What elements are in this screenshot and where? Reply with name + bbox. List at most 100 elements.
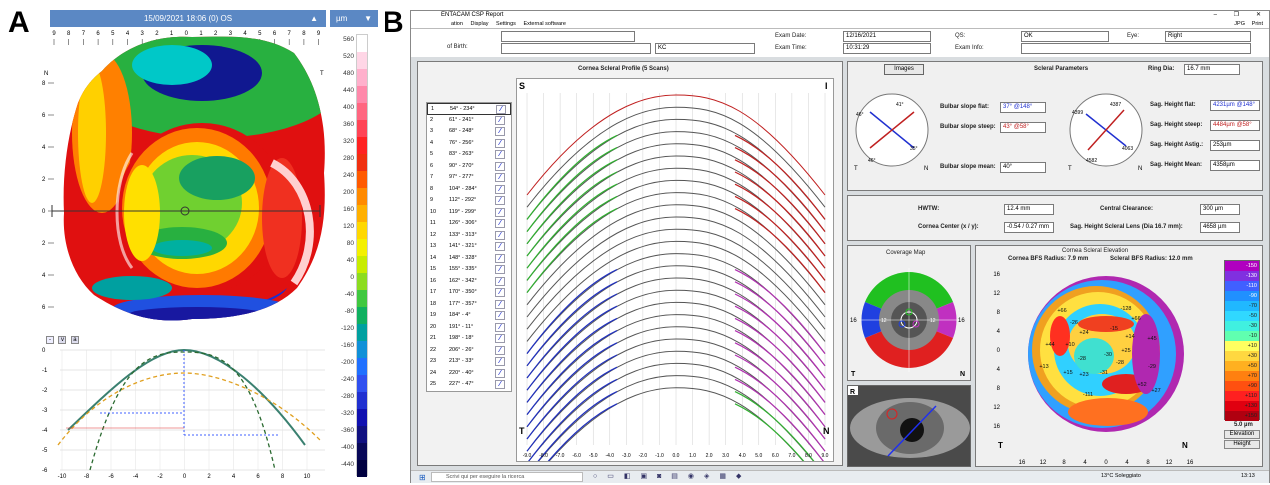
scan-row[interactable]: 5 83° - 263° ⁄ xyxy=(427,149,511,161)
scan-row[interactable]: 2 61° - 241° ⁄ xyxy=(427,115,511,127)
scan-row[interactable]: 19 184° - 4° ⁄ xyxy=(427,310,511,322)
coverage-t-label: T xyxy=(851,371,856,378)
scan-number: 18 xyxy=(430,300,437,307)
scale-label: -40 xyxy=(344,291,354,298)
scan-row[interactable]: 1 54° - 234° ⁄ xyxy=(427,103,511,115)
scan-curve-left-segment xyxy=(526,171,618,257)
unit-selector[interactable]: µm ▼ xyxy=(330,10,378,27)
exam-date-field[interactable]: 12/16/2021 xyxy=(843,31,931,42)
scale-label: -400 xyxy=(340,444,354,451)
scan-curve xyxy=(526,240,826,342)
scan-row[interactable]: 13 141° - 321° ⁄ xyxy=(427,241,511,253)
scan-curve-left-segment xyxy=(526,342,618,428)
central-clearance-field[interactable]: 300 µm xyxy=(1200,204,1240,215)
elevation-scale-swatch: -10 xyxy=(1225,331,1259,341)
section-profile-plot: 0 -1 -2 -3 -4 -5 -6 -10 -8 -6 -4 -2 0 2 4 6 8 10 xyxy=(42,348,325,480)
clock-text: 13:13 xyxy=(1241,473,1255,479)
weather-text: 13°C Soleggiato xyxy=(1101,473,1141,479)
scan-row[interactable]: 22 206° - 26° ⁄ xyxy=(427,345,511,357)
scan-row[interactable]: 4 76° - 256° ⁄ xyxy=(427,138,511,150)
scan-row[interactable]: 15 155° - 335° ⁄ xyxy=(427,264,511,276)
map-corner-t: T xyxy=(320,71,324,77)
bulbar-mean-field[interactable]: 40° xyxy=(1000,162,1046,173)
minimize-button[interactable]: – xyxy=(1213,12,1217,18)
exam-time-field[interactable]: 10:31:29 xyxy=(843,43,931,54)
scan-row[interactable]: 20 191° - 11° ⁄ xyxy=(427,322,511,334)
bulbar-flat-field[interactable]: 37° @148° xyxy=(1000,102,1046,113)
scan-number: 9 xyxy=(430,197,434,203)
print-button[interactable]: Print xyxy=(1251,21,1263,27)
sag-mean-field[interactable]: 4358µm xyxy=(1210,160,1260,171)
height-mode-button[interactable]: Height xyxy=(1224,440,1260,449)
exam-date-label: Exam Date: xyxy=(775,33,807,39)
windows-start-icon[interactable]: ⊞ xyxy=(419,473,426,482)
scan-row[interactable]: 25 227° - 47° ⁄ xyxy=(427,379,511,391)
scan-curve-left-segment xyxy=(526,208,618,293)
scan-row[interactable]: 10 119° - 299° ⁄ xyxy=(427,207,511,219)
scan-row[interactable]: 21 198° - 18° ⁄ xyxy=(427,333,511,345)
scleral-params-title: Scleral Parameters xyxy=(1034,66,1089,72)
corneal-topography-panel: 15/09/2021 18:06 (0) OS ▲ µm ▼ 9 8 7 6 5 4 3 2 1… xyxy=(40,10,385,485)
scan-curve-left-segment xyxy=(526,330,618,415)
scan-row[interactable]: 23 213° - 33° ⁄ xyxy=(427,356,511,368)
scan-row[interactable]: 11 126° - 306° ⁄ xyxy=(427,218,511,230)
hwtw-field[interactable]: 12.4 mm xyxy=(1004,204,1054,215)
a-button[interactable]: a xyxy=(70,336,79,344)
birth-field[interactable] xyxy=(501,43,651,54)
scan-curve-left-segment xyxy=(537,391,618,461)
elevation-value: +52 xyxy=(1137,382,1146,388)
sag-steep-field[interactable]: 4484µm @58° xyxy=(1210,120,1260,131)
menu-item-external-software[interactable]: External software xyxy=(523,21,566,27)
exam-info-field[interactable] xyxy=(1021,43,1251,54)
eye-field[interactable]: Right xyxy=(1165,31,1251,42)
scan-row[interactable]: 3 68° - 248° ⁄ xyxy=(427,126,511,138)
scan-row[interactable]: 16 162° - 342° ⁄ xyxy=(427,276,511,288)
close-button[interactable]: ✕ xyxy=(1255,12,1261,18)
scan-row[interactable]: 8 104° - 284° ⁄ xyxy=(427,184,511,196)
collapse-triangle-icon[interactable]: ▲ xyxy=(310,14,318,23)
scan-direction-icon: ⁄ xyxy=(495,196,505,205)
ring-dia-field[interactable]: 16.7 mm xyxy=(1184,64,1240,75)
scan-curve-right-segment xyxy=(734,391,815,461)
images-button[interactable]: Images xyxy=(884,64,924,75)
scan-curve-right-segment xyxy=(734,159,826,245)
scan-direction-icon: ⁄ xyxy=(495,253,505,263)
scale-swatch xyxy=(357,103,367,120)
sag-astig-field[interactable]: 253µm xyxy=(1210,140,1260,151)
elevation-value: +66 xyxy=(1057,308,1066,314)
cornea-center-field[interactable]: -0.54 / 0.27 mm xyxy=(1004,222,1054,233)
profile-x-tick: -6.0 xyxy=(572,453,581,459)
name-field[interactable] xyxy=(501,31,635,42)
scan-row[interactable]: 9 112° - 292° ⁄ xyxy=(427,195,511,207)
panel-letter-b: B xyxy=(382,6,404,39)
kc-field[interactable]: KC xyxy=(655,43,755,54)
sag-lens-field[interactable]: 4658 µm xyxy=(1200,222,1240,233)
v-button[interactable]: v xyxy=(58,336,67,344)
scan-row[interactable]: 18 177° - 357° ⁄ xyxy=(427,299,511,311)
coverage-map: 16 16 12 12 T N xyxy=(850,268,965,378)
elevation-x-tick: 16 xyxy=(1019,460,1026,466)
elevation-value: -26 xyxy=(1070,320,1078,326)
jpg-button[interactable]: JPG xyxy=(1234,21,1245,27)
menu-item-settings[interactable]: Settings xyxy=(496,21,516,27)
taskbar-search-input[interactable]: Scrivi qui per eseguire la ricerca xyxy=(431,472,583,482)
scan-row[interactable]: 12 133° - 313° ⁄ xyxy=(427,230,511,242)
scan-row[interactable]: 17 170° - 350° ⁄ xyxy=(427,287,511,299)
scale-label: -440 xyxy=(340,461,354,468)
elevation-mode-button[interactable]: Elevation xyxy=(1224,430,1260,439)
scan-row[interactable]: 6 90° - 270° ⁄ xyxy=(427,161,511,173)
taskbar-app-icons[interactable]: ○▭◧▣◙▤◉◈▦◆ xyxy=(593,473,752,480)
menu-item-display[interactable]: Display xyxy=(470,21,489,27)
scan-angles: 177° - 357° xyxy=(449,300,477,307)
minus-button[interactable]: - xyxy=(46,336,54,344)
sag-flat-field[interactable]: 4231µm @148° xyxy=(1210,100,1260,111)
scan-direction-icon: ⁄ xyxy=(495,311,505,320)
scan-row[interactable]: 14 148° - 328° ⁄ xyxy=(427,253,511,265)
menu-item-partial[interactable]: ation xyxy=(451,21,463,27)
bulbar-steep-field[interactable]: 43° @58° xyxy=(1000,122,1046,133)
scale-label: 200 xyxy=(343,189,354,196)
qs-field[interactable]: OK xyxy=(1021,31,1109,42)
scan-row[interactable]: 24 220° - 40° ⁄ xyxy=(427,368,511,380)
maximize-button[interactable]: ❐ xyxy=(1233,12,1239,18)
scan-row[interactable]: 7 97° - 277° ⁄ xyxy=(427,172,511,184)
